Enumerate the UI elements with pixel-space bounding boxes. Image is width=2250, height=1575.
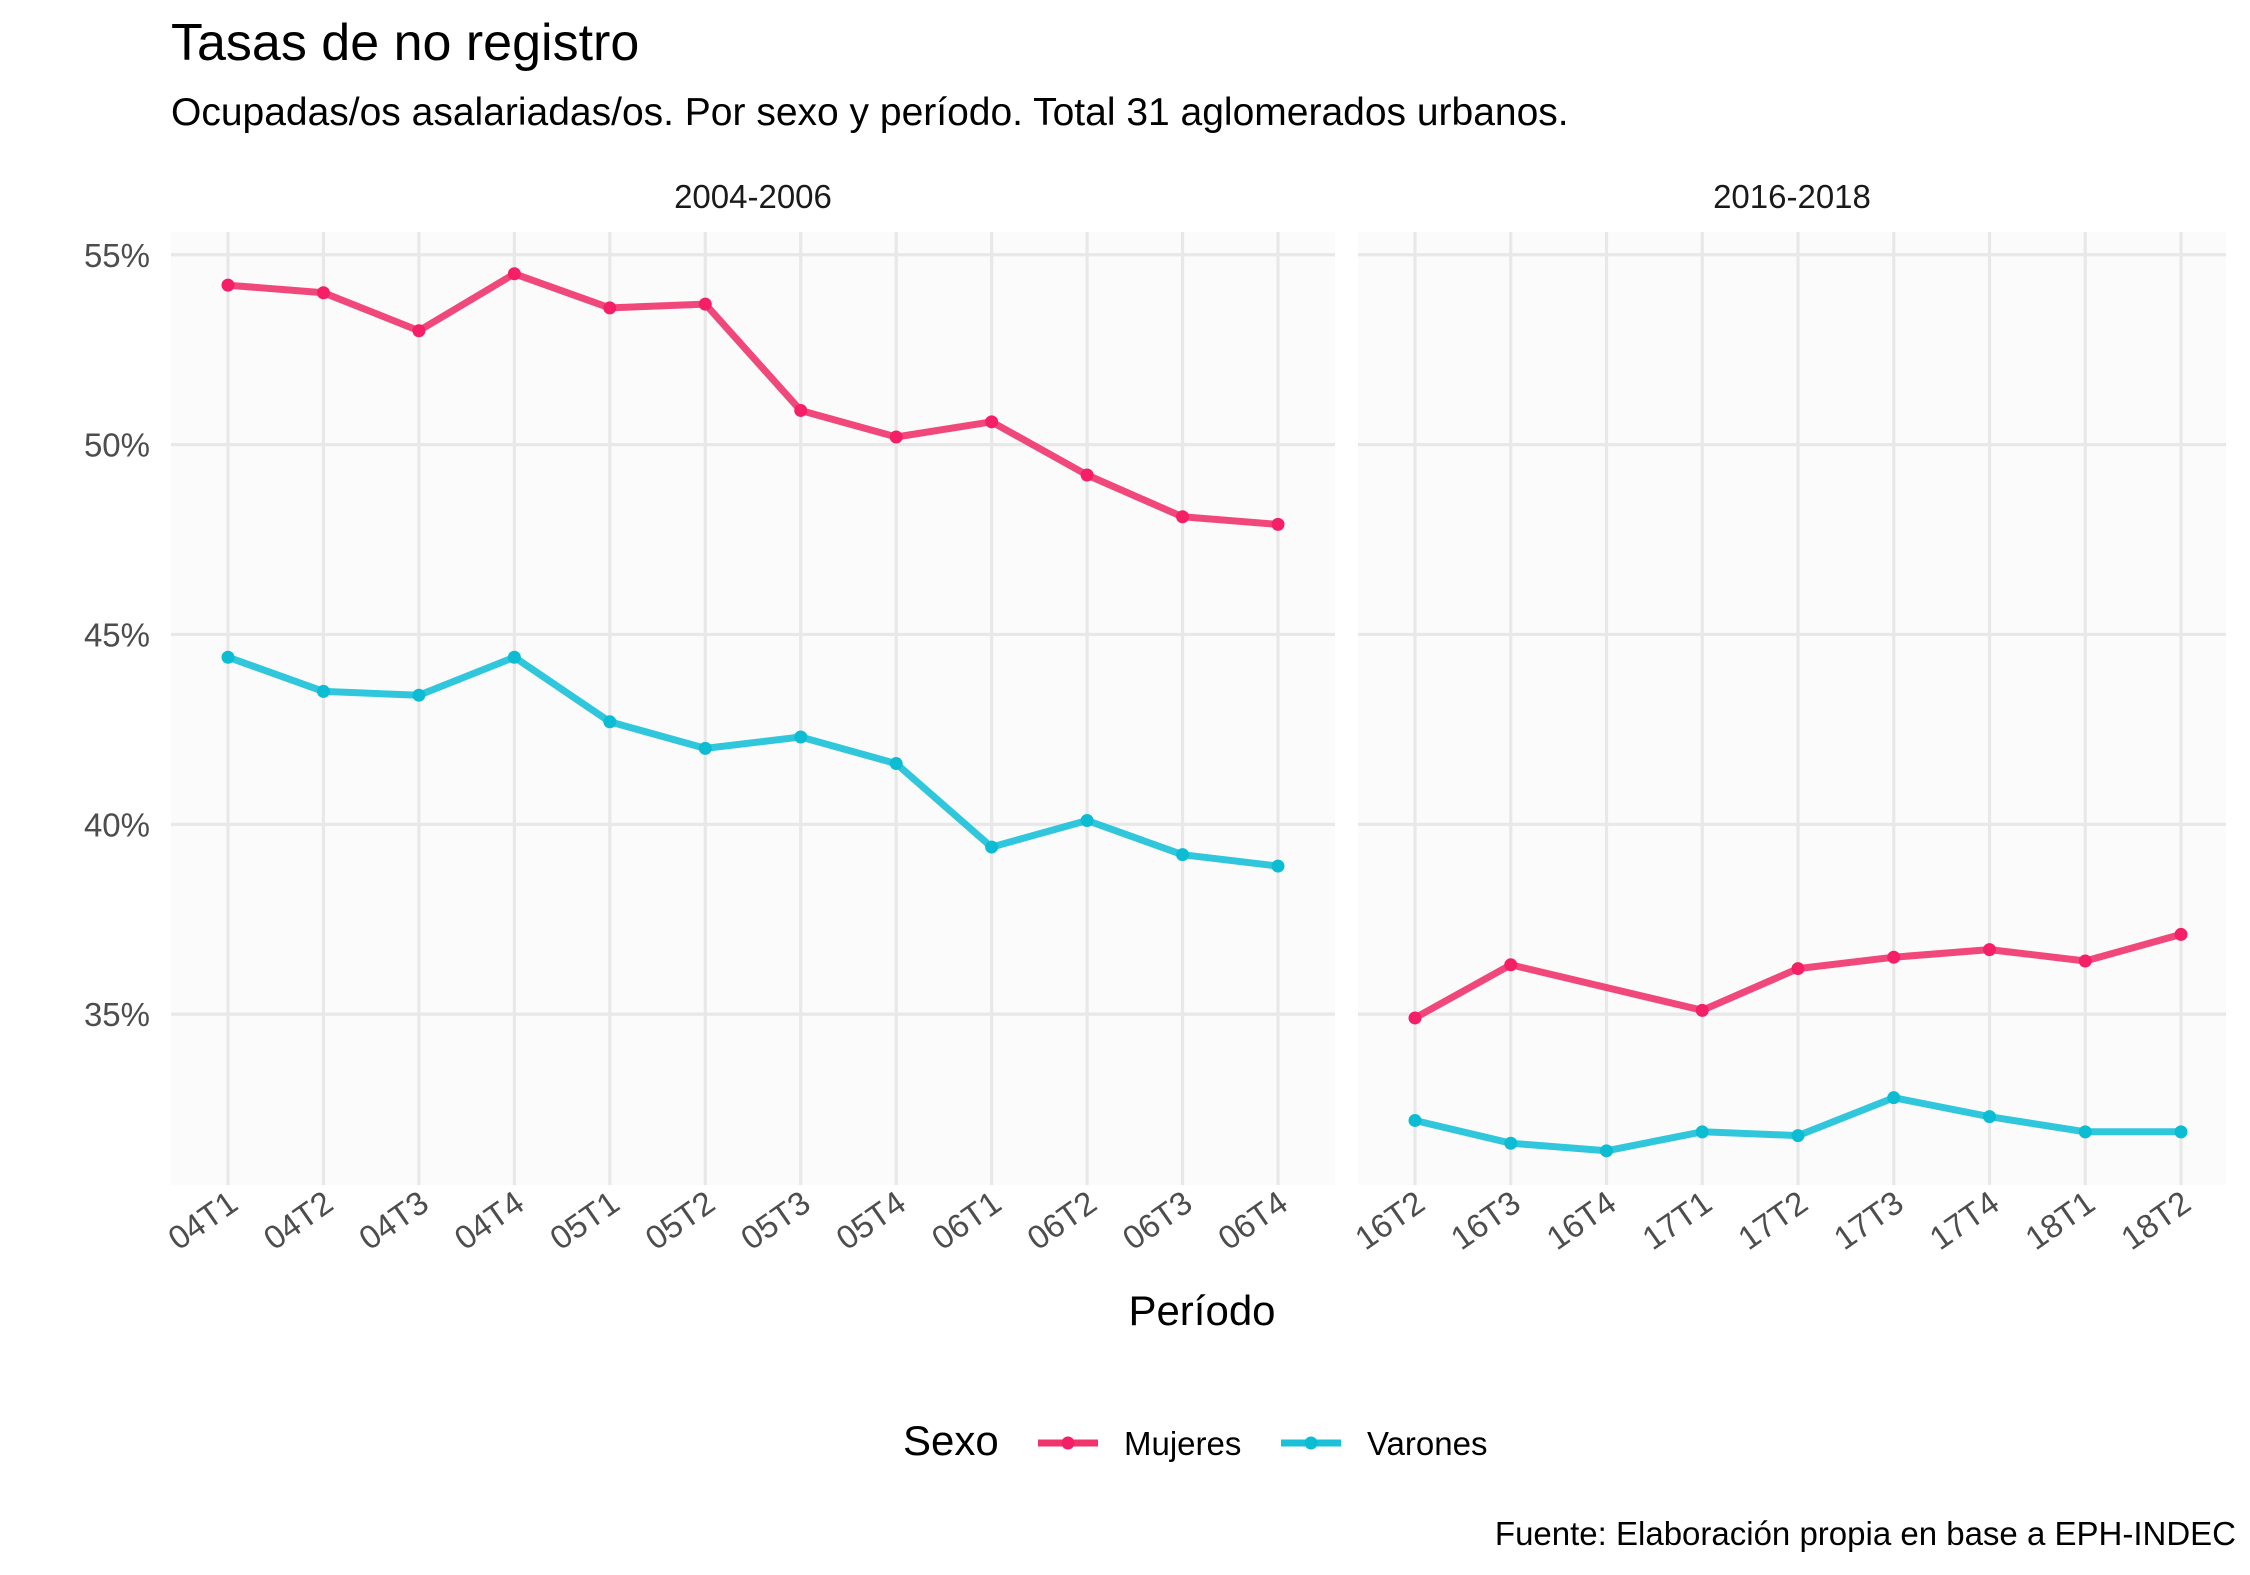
y-tick-label: 35%	[84, 996, 150, 1033]
series-line-mujeres	[224, 270, 1282, 528]
x-tick-label: 06T4	[1211, 1183, 1294, 1256]
data-point-varones	[985, 840, 999, 854]
legend-key-point	[1061, 1436, 1075, 1450]
data-point-varones	[1791, 1129, 1805, 1143]
panel-strip-label: 2004-2006	[674, 178, 832, 215]
legend-entries: Mujeres Varones	[1038, 1425, 1487, 1462]
x-tick-label: 06T3	[1116, 1183, 1199, 1256]
x-tick-label: 05T3	[734, 1183, 817, 1256]
data-point-varones	[412, 688, 426, 702]
data-point-varones	[1983, 1110, 1996, 1124]
panel-background	[1358, 232, 2226, 1185]
data-point-mujeres	[1176, 510, 1190, 524]
data-point-mujeres	[794, 403, 808, 417]
series-line-varones	[224, 653, 1282, 870]
chart-subtitle: Ocupadas/os asalariadas/os. Por sexo y p…	[171, 91, 1569, 134]
data-point-varones	[507, 650, 521, 664]
data-point-mujeres	[1271, 517, 1285, 531]
data-point-varones	[2174, 1125, 2188, 1139]
data-point-mujeres	[1695, 1003, 1709, 1017]
panel-2004-2006: 2004-2006 04T1 04T2 04T3 04T4 05T1 05T2 05T3 05T…	[161, 178, 1335, 1257]
chart-title: Tasas de no registro	[171, 14, 639, 72]
legend-key-point	[1304, 1436, 1318, 1450]
data-point-varones	[698, 741, 712, 755]
x-tick-label: 05T2	[638, 1183, 721, 1256]
data-point-mujeres	[1887, 950, 1901, 964]
data-point-varones	[1176, 848, 1190, 862]
data-point-varones	[316, 684, 330, 698]
data-point-varones	[1600, 1144, 1613, 1158]
data-point-varones	[1408, 1113, 1422, 1127]
y-axis: 35% 40% 45% 50% 55%	[84, 237, 150, 1033]
data-point-varones	[1504, 1136, 1518, 1150]
data-point-mujeres	[507, 267, 521, 281]
data-point-mujeres	[412, 324, 426, 338]
data-point-mujeres	[1408, 1011, 1422, 1025]
data-point-mujeres	[2078, 954, 2092, 968]
x-tick-label: 04T2	[257, 1183, 340, 1256]
data-point-varones	[603, 715, 617, 729]
series-line-mujeres	[1411, 930, 2185, 1022]
data-point-varones	[794, 730, 808, 744]
data-point-varones	[1271, 859, 1285, 873]
x-tick-label: 18T1	[2018, 1183, 2101, 1256]
data-point-mujeres	[1791, 962, 1805, 976]
x-tick-label: 06T2	[1020, 1183, 1103, 1256]
data-point-mujeres	[1080, 468, 1094, 482]
chart-panels: 2004-2006 04T1 04T2 04T3 04T4 05T1 05T2 05T3 05T…	[161, 178, 2226, 1257]
data-point-varones	[1080, 814, 1094, 828]
data-point-mujeres	[603, 301, 617, 315]
data-point-mujeres	[698, 297, 712, 311]
data-point-mujeres	[2174, 927, 2188, 941]
x-tick-label: 04T3	[352, 1183, 435, 1256]
data-point-mujeres	[1983, 943, 1996, 957]
x-tick-label: 16T2	[1348, 1183, 1431, 1256]
data-point-mujeres	[1504, 958, 1518, 972]
panel-background	[171, 232, 1335, 1185]
data-point-varones	[2078, 1125, 2092, 1139]
legend-label-mujeres: Mujeres	[1124, 1425, 1241, 1462]
data-point-mujeres	[316, 286, 330, 300]
data-point-varones	[221, 650, 235, 664]
data-point-varones	[1695, 1125, 1709, 1139]
y-tick-label: 50%	[84, 427, 150, 464]
legend: Sexo Mujeres Varones	[903, 1417, 1487, 1464]
y-tick-label: 55%	[84, 237, 150, 274]
x-tick-label: 17T4	[1923, 1183, 2006, 1256]
x-axis-label: Período	[1128, 1287, 1275, 1334]
x-tick-label: 05T4	[829, 1183, 912, 1256]
x-tick-label: 16T3	[1444, 1183, 1527, 1256]
data-point-mujeres	[221, 278, 235, 292]
data-point-varones	[889, 757, 903, 771]
data-point-mujeres	[985, 415, 999, 429]
data-point-mujeres	[889, 430, 903, 444]
x-tick-label: 06T1	[925, 1183, 1008, 1256]
legend-label-varones: Varones	[1367, 1425, 1487, 1462]
x-tick-label: 17T1	[1635, 1183, 1718, 1256]
data-point-varones	[1887, 1091, 1901, 1105]
y-tick-label: 40%	[84, 806, 150, 843]
x-tick-label: 18T2	[2114, 1183, 2197, 1256]
x-tick-label: 04T1	[161, 1183, 244, 1256]
x-tick-label: 17T2	[1731, 1183, 1814, 1256]
chart-caption: Fuente: Elaboración propia en base a EPH…	[1495, 1515, 2236, 1552]
panel-strip-label: 2016-2018	[1713, 178, 1871, 215]
x-tick-label: 16T4	[1540, 1183, 1623, 1256]
x-tick-label: 05T1	[543, 1183, 626, 1256]
y-tick-label: 45%	[84, 616, 150, 653]
x-tick-label: 17T3	[1827, 1183, 1910, 1256]
legend-title: Sexo	[903, 1417, 999, 1464]
x-tick-label: 04T4	[448, 1183, 531, 1256]
